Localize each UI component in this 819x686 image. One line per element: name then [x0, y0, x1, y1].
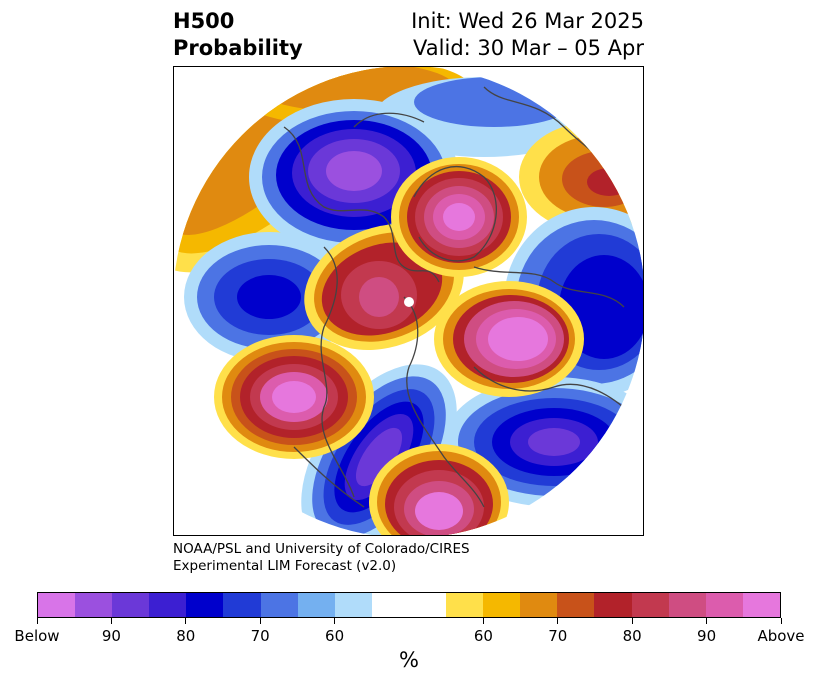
- anomaly-russia-above: [434, 281, 584, 397]
- anomaly-pacific-above: [214, 335, 374, 459]
- colorbar-segment: [297, 593, 335, 617]
- colorbar-segment: [186, 593, 224, 617]
- colorbar-tick: [482, 618, 484, 624]
- colorbar: [37, 592, 781, 618]
- title-field: H500: [173, 9, 235, 33]
- colorbar-segment: [334, 593, 372, 617]
- anomaly-hudson-below: [249, 99, 459, 255]
- colorbar-tick-label: Below: [14, 627, 60, 645]
- colorbar-tick-label: 70: [548, 627, 568, 645]
- probability-map: [173, 66, 644, 536]
- credit: NOAA/PSL and University of Colorado/CIRE…: [173, 541, 470, 575]
- colorbar-segment: [223, 593, 261, 617]
- title-quantity: Probability: [173, 36, 303, 60]
- map-canvas: [174, 67, 643, 535]
- colorbar-tick-label: 80: [622, 627, 642, 645]
- colorbar-tick-label: Above: [757, 627, 805, 645]
- colorbar-tick-label: 90: [101, 627, 121, 645]
- colorbar-tick: [110, 618, 112, 624]
- north-pole-marker: [404, 297, 414, 307]
- colorbar-segment: [668, 593, 706, 617]
- forecast-dates: Init: Wed 26 Mar 2025 Valid: 30 Mar – 05…: [411, 8, 644, 62]
- colorbar-segment: [520, 593, 558, 617]
- colorbar-segment: [705, 593, 743, 617]
- colorbar-segment: [149, 593, 187, 617]
- map-title: H500 Probability: [173, 8, 303, 62]
- colorbar-tick: [259, 618, 261, 624]
- colorbar-tick: [185, 618, 187, 624]
- anomaly-greenland-above: [391, 157, 527, 277]
- colorbar-tick: [780, 618, 782, 624]
- colorbar-tick-label: 60: [325, 627, 345, 645]
- colorbar-tick: [334, 618, 336, 624]
- valid-range: Valid: 30 Mar – 05 Apr: [413, 36, 644, 60]
- credit-line2: Experimental LIM Forecast (v2.0): [173, 558, 397, 574]
- colorbar-segment: [371, 593, 447, 617]
- colorbar-tick: [706, 618, 708, 624]
- colorbar-segment: [38, 593, 76, 617]
- colorbar-segment: [631, 593, 669, 617]
- colorbar-segment: [483, 593, 521, 617]
- colorbar-unit: %: [399, 648, 419, 672]
- colorbar-segment: [75, 593, 113, 617]
- colorbar-segment: [742, 593, 780, 617]
- colorbar-tick: [36, 618, 38, 624]
- colorbar-tick-label: 90: [697, 627, 717, 645]
- colorbar-tick-label: 70: [250, 627, 270, 645]
- credit-line1: NOAA/PSL and University of Colorado/CIRE…: [173, 541, 470, 557]
- colorbar-tick: [557, 618, 559, 624]
- colorbar-segment: [446, 593, 484, 617]
- colorbar-segment: [594, 593, 632, 617]
- colorbar-segment: [260, 593, 298, 617]
- colorbar-tick-label: 60: [473, 627, 493, 645]
- colorbar-tick: [631, 618, 633, 624]
- init-date: Init: Wed 26 Mar 2025: [411, 9, 644, 33]
- colorbar-segment: [112, 593, 150, 617]
- anomaly-west-below: [184, 232, 354, 362]
- colorbar-tick-label: 80: [176, 627, 196, 645]
- colorbar-segment: [557, 593, 595, 617]
